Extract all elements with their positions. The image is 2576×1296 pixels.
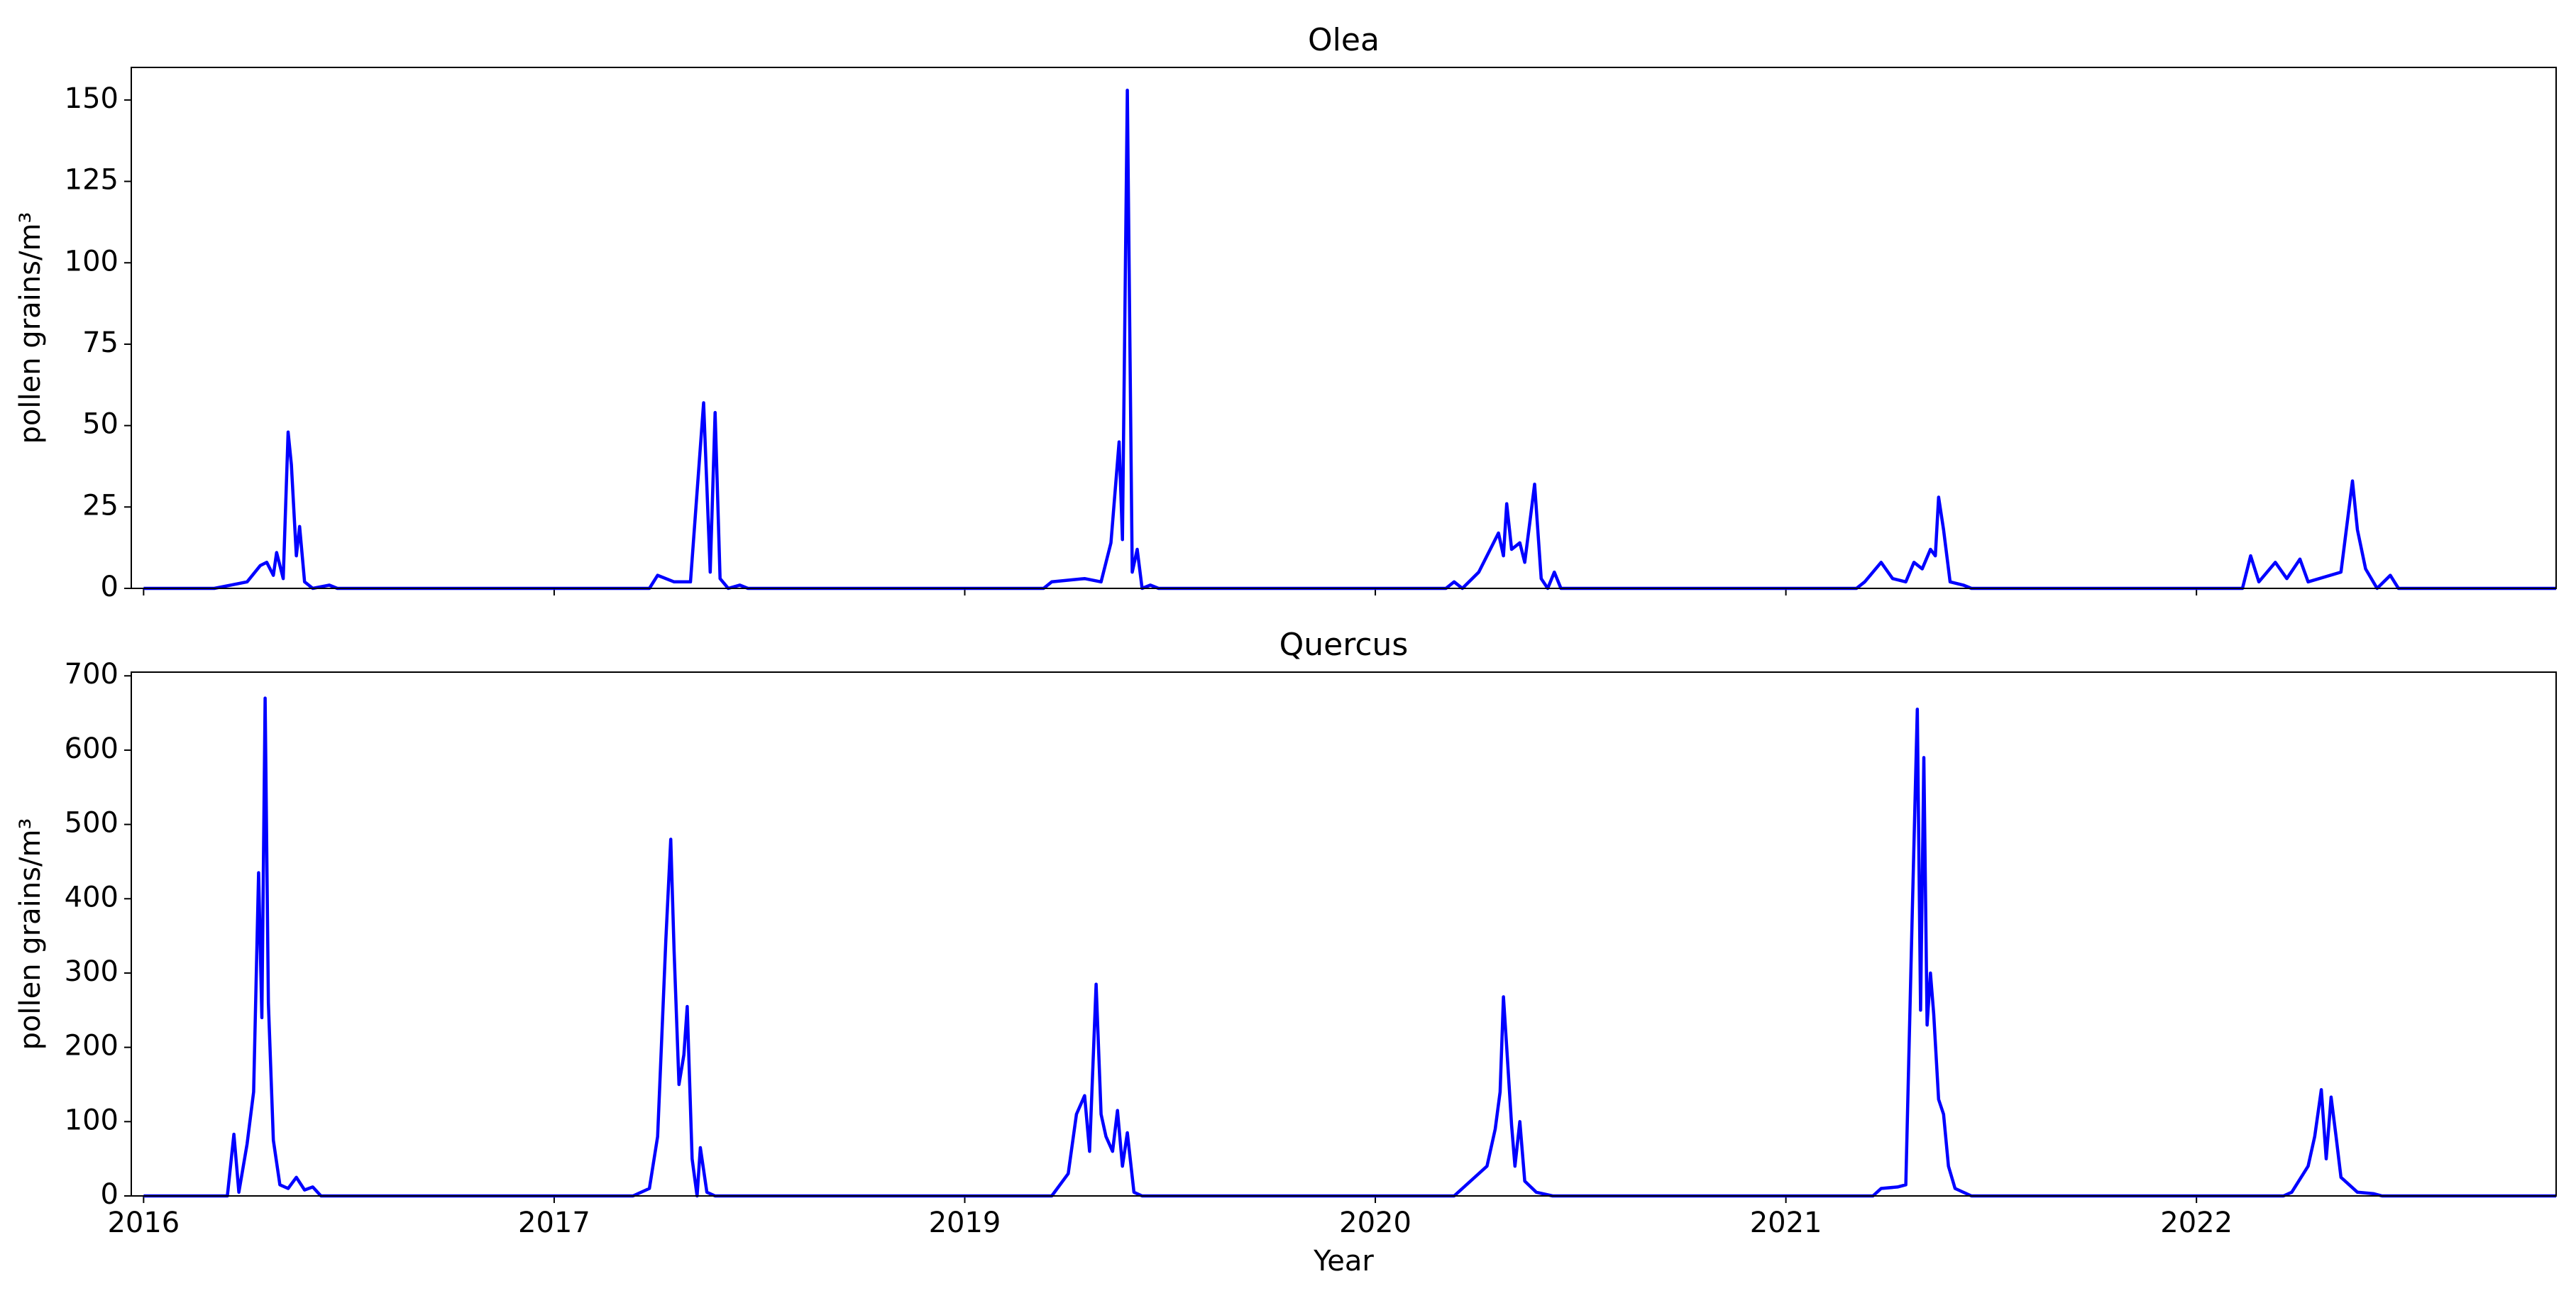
y-tick-label: 0 — [101, 571, 119, 603]
x-tick-label: 2016 — [107, 1207, 180, 1239]
y-tick-label: 150 — [65, 82, 119, 115]
y-tick-label: 100 — [65, 245, 119, 278]
y-tick-label: 600 — [65, 732, 119, 765]
chart-title: Olea — [1308, 22, 1380, 58]
x-axis-label: Year — [1313, 1245, 1374, 1278]
y-tick-label: 100 — [65, 1104, 119, 1136]
plot-frame — [131, 671, 2557, 1197]
y-axis-label: pollen grains/m³ — [14, 818, 47, 1050]
y-tick-label: 400 — [65, 881, 119, 913]
y-tick-label: 0 — [101, 1178, 119, 1211]
y-tick-label: 500 — [65, 807, 119, 840]
x-tick-label: 2021 — [1750, 1207, 1822, 1239]
y-tick-label: 75 — [82, 326, 119, 359]
y-tick-label: 200 — [65, 1030, 119, 1062]
x-tick-label: 2017 — [518, 1207, 590, 1239]
y-tick-label: 300 — [65, 955, 119, 988]
y-axis-label: pollen grains/m³ — [14, 212, 47, 444]
y-tick-label: 700 — [65, 658, 119, 691]
data-line — [143, 88, 2556, 591]
chart-title: Quercus — [1279, 627, 1409, 663]
data-line — [143, 696, 2556, 1198]
plot-frame — [131, 67, 2557, 589]
y-tick-label: 50 — [82, 408, 119, 441]
x-tick-label: 2019 — [929, 1207, 1001, 1239]
y-tick-label: 125 — [65, 164, 119, 197]
y-tick-label: 25 — [82, 489, 119, 522]
x-tick-label: 2020 — [1339, 1207, 1411, 1239]
x-tick-label: 2022 — [2160, 1207, 2233, 1239]
